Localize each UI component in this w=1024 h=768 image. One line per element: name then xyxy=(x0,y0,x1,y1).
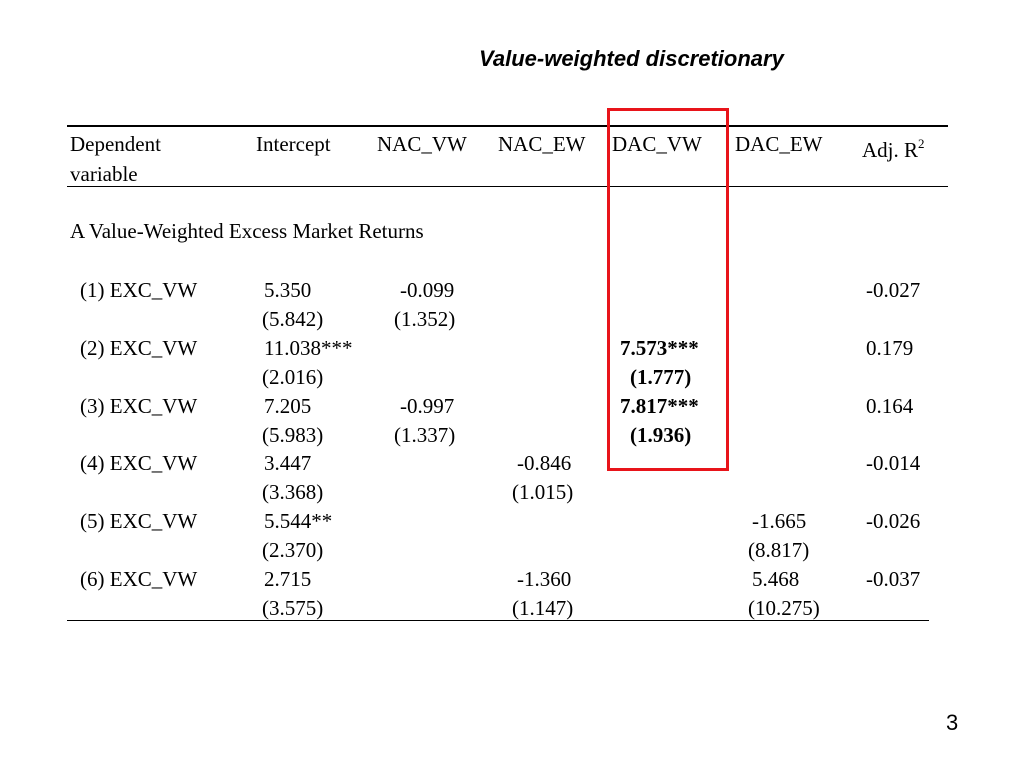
cell-nac-vw-se: (1.337) xyxy=(394,423,456,447)
table-header-rule xyxy=(67,186,948,187)
cell-intercept: 7.205 xyxy=(264,394,312,418)
cell-dac-ew: -1.665 xyxy=(752,509,807,533)
cell-intercept: 3.447 xyxy=(264,451,312,475)
header-dac-vw: DAC_VW xyxy=(612,132,702,156)
cell-intercept-se: (5.842) xyxy=(262,307,324,331)
cell-intercept: 2.715 xyxy=(264,567,312,591)
cell-intercept-se: (2.016) xyxy=(262,365,324,389)
cell-intercept-se: (3.575) xyxy=(262,596,324,620)
cell-intercept-se: (2.370) xyxy=(262,538,324,562)
cell-dac-ew-se: (10.275) xyxy=(748,596,820,620)
dac-vw-highlight-box xyxy=(607,108,729,471)
header-dac-ew: DAC_EW xyxy=(735,132,823,156)
cell-intercept: 5.544** xyxy=(264,509,333,533)
cell-adj-r2: 0.164 xyxy=(866,394,914,418)
cell-dac-ew: 5.468 xyxy=(752,567,800,591)
cell-nac-vw: -0.997 xyxy=(400,394,455,418)
header-dependent: Dependent xyxy=(70,132,161,156)
cell-nac-ew: -1.360 xyxy=(517,567,572,591)
cell-nac-ew: -0.846 xyxy=(517,451,572,475)
cell-nac-vw-se: (1.352) xyxy=(394,307,456,331)
section-label: A Value-Weighted Excess Market Returns xyxy=(70,219,424,243)
cell-dac-ew-se: (8.817) xyxy=(748,538,810,562)
header-variable: variable xyxy=(70,162,138,186)
cell-adj-r2: 0.179 xyxy=(866,336,914,360)
cell-nac-ew-se: (1.147) xyxy=(512,596,574,620)
cell-intercept: 11.038*** xyxy=(264,336,353,360)
cell-dac-vw-se: (1.936) xyxy=(630,423,692,447)
table-bottom-rule xyxy=(67,620,929,621)
header-nac-ew: NAC_EW xyxy=(498,132,586,156)
cell-row-label: (1) EXC_VW xyxy=(80,278,198,302)
cell-intercept: 5.350 xyxy=(264,278,312,302)
cell-adj-r2: -0.026 xyxy=(866,509,921,533)
header-adj-r-text: Adj. R xyxy=(862,138,919,162)
cell-dac-vw-se: (1.777) xyxy=(630,365,692,389)
cell-intercept-se: (5.983) xyxy=(262,423,324,447)
page-number: 3 xyxy=(946,710,959,735)
cell-row-label: (5) EXC_VW xyxy=(80,509,198,533)
cell-adj-r2: -0.014 xyxy=(866,451,921,475)
cell-nac-ew-se: (1.015) xyxy=(512,480,574,504)
table-top-rule xyxy=(67,125,948,127)
cell-dac-vw: 7.573*** xyxy=(620,336,699,360)
cell-row-label: (6) EXC_VW xyxy=(80,567,198,591)
cell-row-label: (3) EXC_VW xyxy=(80,394,198,418)
cell-row-label: (4) EXC_VW xyxy=(80,451,198,475)
cell-adj-r2: -0.027 xyxy=(866,278,921,302)
cell-row-label: (2) EXC_VW xyxy=(80,336,198,360)
cell-nac-vw: -0.099 xyxy=(400,278,455,302)
header-adj-r-superscript: 2 xyxy=(918,136,925,151)
slide-title-text: Value-weighted discretionary xyxy=(479,46,784,71)
cell-dac-vw: 7.817*** xyxy=(620,394,699,418)
cell-intercept-se: (3.368) xyxy=(262,480,324,504)
header-adj-r2: Adj. R2 xyxy=(862,131,925,163)
cell-adj-r2: -0.037 xyxy=(866,567,921,591)
header-intercept: Intercept xyxy=(256,132,331,156)
header-nac-vw: NAC_VW xyxy=(377,132,467,156)
